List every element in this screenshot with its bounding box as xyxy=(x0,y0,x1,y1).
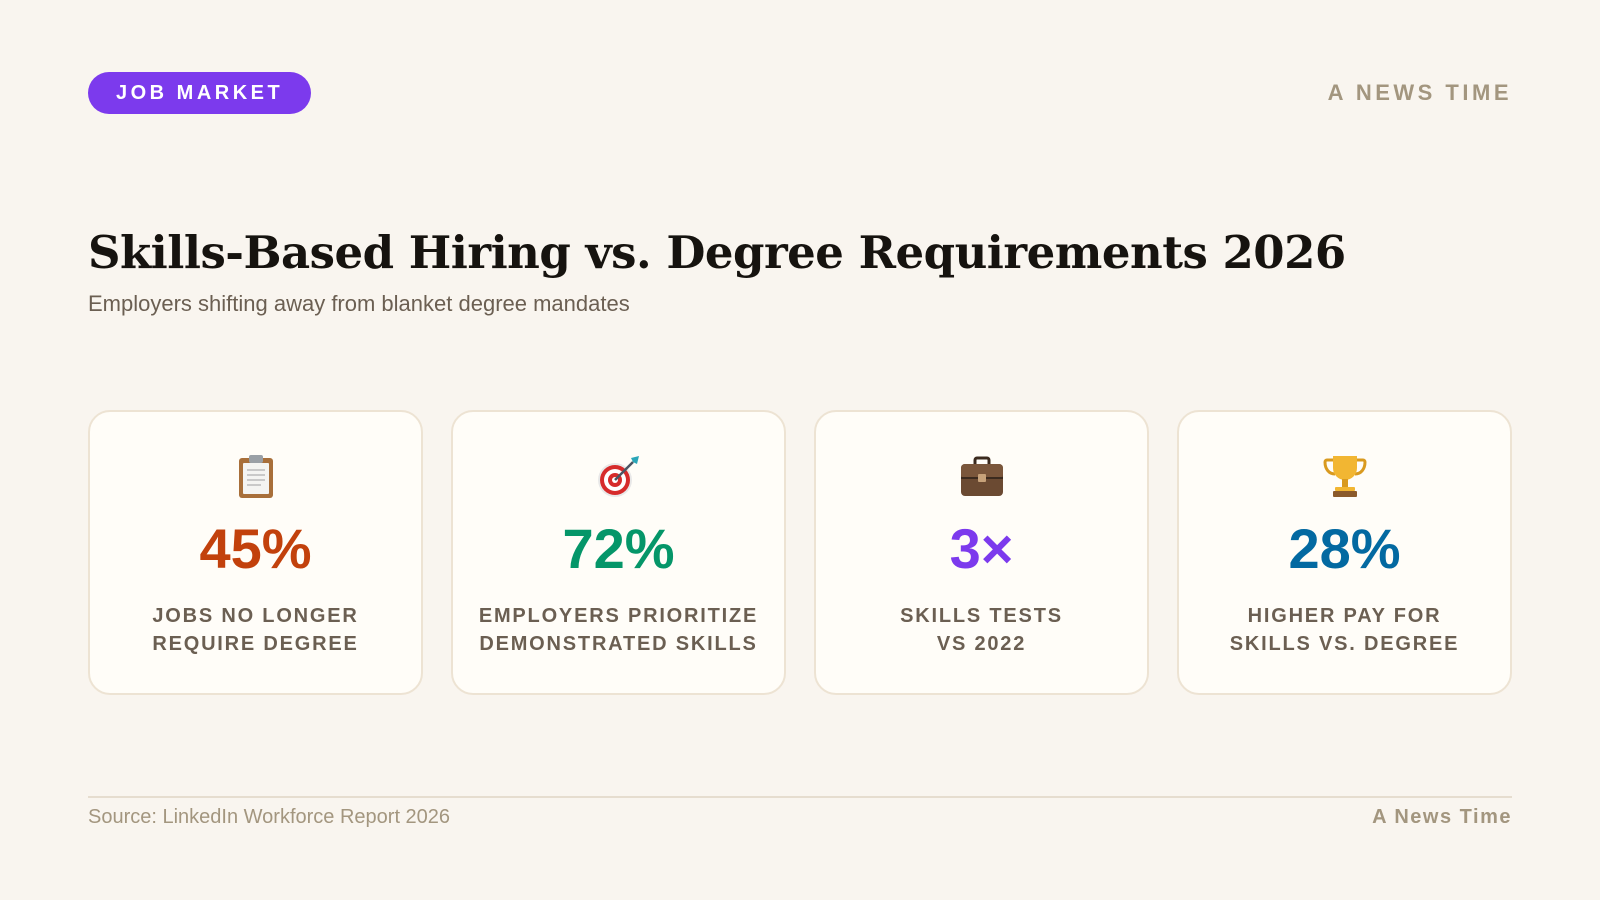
stat-label-line: SKILLS TESTS xyxy=(900,605,1063,627)
stat-label-line: SKILLS VS. DEGREE xyxy=(1229,633,1460,655)
target-icon xyxy=(597,456,639,497)
clipboard-icon xyxy=(238,455,273,498)
stat-card-higher-pay: 28% HIGHER PAY FOR SKILLS VS. DEGREE xyxy=(1177,410,1512,695)
stat-cards: 45% JOBS NO LONGER REQUIRE DEGREE 72% EM… xyxy=(88,410,1512,695)
stat-label: SKILLS TESTS VS 2022 xyxy=(900,602,1063,658)
stat-value: 28% xyxy=(1288,517,1401,580)
stat-card-skills-tests: 3× SKILLS TESTS VS 2022 xyxy=(814,410,1149,695)
stat-label-line: REQUIRE DEGREE xyxy=(152,633,359,655)
stat-label: HIGHER PAY FOR SKILLS VS. DEGREE xyxy=(1230,602,1460,658)
stat-card-jobs-no-degree: 45% JOBS NO LONGER REQUIRE DEGREE xyxy=(88,410,423,695)
header-row: JOB MARKET A NEWS TIME xyxy=(88,72,1512,114)
brand-name-header: A NEWS TIME xyxy=(1327,80,1512,105)
stat-label: JOBS NO LONGER REQUIRE DEGREE xyxy=(152,602,358,658)
stat-label-line: HIGHER PAY FOR xyxy=(1247,605,1442,627)
stat-label-line: JOBS NO LONGER xyxy=(152,605,359,627)
stat-value: 72% xyxy=(562,517,675,580)
stat-value: 3× xyxy=(949,517,1014,580)
category-tag: JOB MARKET xyxy=(88,72,312,114)
source-note: Source: LinkedIn Workforce Report 2026 xyxy=(88,806,451,828)
stat-card-employers-skills: 72% EMPLOYERS PRIORITIZE DEMONSTRATED SK… xyxy=(451,410,786,695)
page-title: Skills-Based Hiring vs. Degree Requireme… xyxy=(88,226,1346,279)
stat-value: 45% xyxy=(199,517,312,580)
stat-label-line: DEMONSTRATED SKILLS xyxy=(479,633,758,655)
briefcase-icon xyxy=(960,456,1003,496)
footer: Source: LinkedIn Workforce Report 2026 A… xyxy=(88,796,1512,829)
stat-label-line: VS 2022 xyxy=(936,633,1027,655)
page-subtitle: Employers shifting away from blanket deg… xyxy=(88,291,630,316)
brand-name-footer: A News Time xyxy=(1372,806,1512,828)
stat-label: EMPLOYERS PRIORITIZE DEMONSTRATED SKILLS xyxy=(479,602,758,658)
trophy-icon xyxy=(1322,456,1367,497)
stat-label-line: EMPLOYERS PRIORITIZE xyxy=(478,605,759,627)
